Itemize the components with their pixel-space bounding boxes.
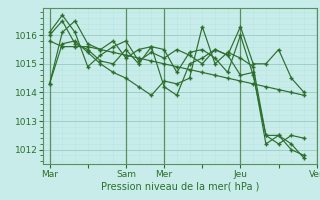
X-axis label: Pression niveau de la mer( hPa ): Pression niveau de la mer( hPa ) <box>101 181 259 191</box>
